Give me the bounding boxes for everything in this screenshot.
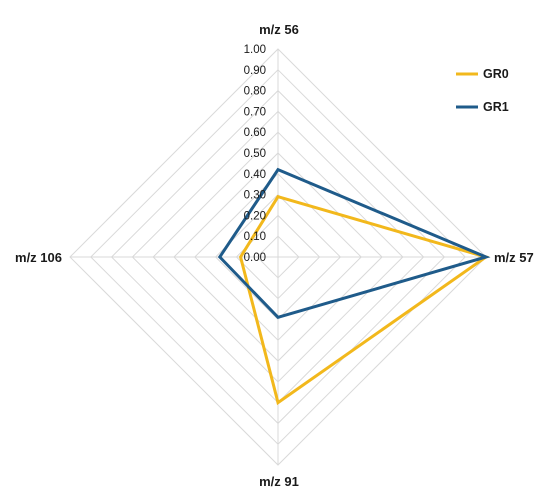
tick-label: 1.00 [244,44,266,56]
axis-label-left: m/z 106 [15,250,62,265]
tick-label: 0.50 [244,148,266,160]
axis-label-bottom: m/z 91 [259,474,299,489]
tick-label: 0.60 [244,127,266,139]
axis-label-right: m/z 57 [494,250,534,265]
radial-tick-labels: 0.00 0.10 0.20 0.30 0.40 0.50 0.60 0.70 0.80 0.90… [244,44,266,264]
axis-label-top: m/z 56 [259,22,299,37]
tick-label: 0.90 [244,65,266,77]
tick-label: 0.80 [244,86,266,98]
series-line-gr0 [238,194,490,406]
radar-grid [69,48,487,466]
series-line-gr1 [217,167,491,320]
tick-label: 0.00 [244,252,266,264]
legend: GR0 GR1 [456,67,509,114]
legend-label-gr1: GR1 [483,100,509,114]
tick-label: 0.40 [244,169,266,181]
radar-series [217,167,491,406]
tick-label: 0.70 [244,106,266,118]
tick-label: 0.10 [244,231,266,243]
legend-label-gr0: GR0 [483,67,509,81]
tick-label: 0.20 [244,210,266,222]
tick-label: 0.30 [244,190,266,202]
